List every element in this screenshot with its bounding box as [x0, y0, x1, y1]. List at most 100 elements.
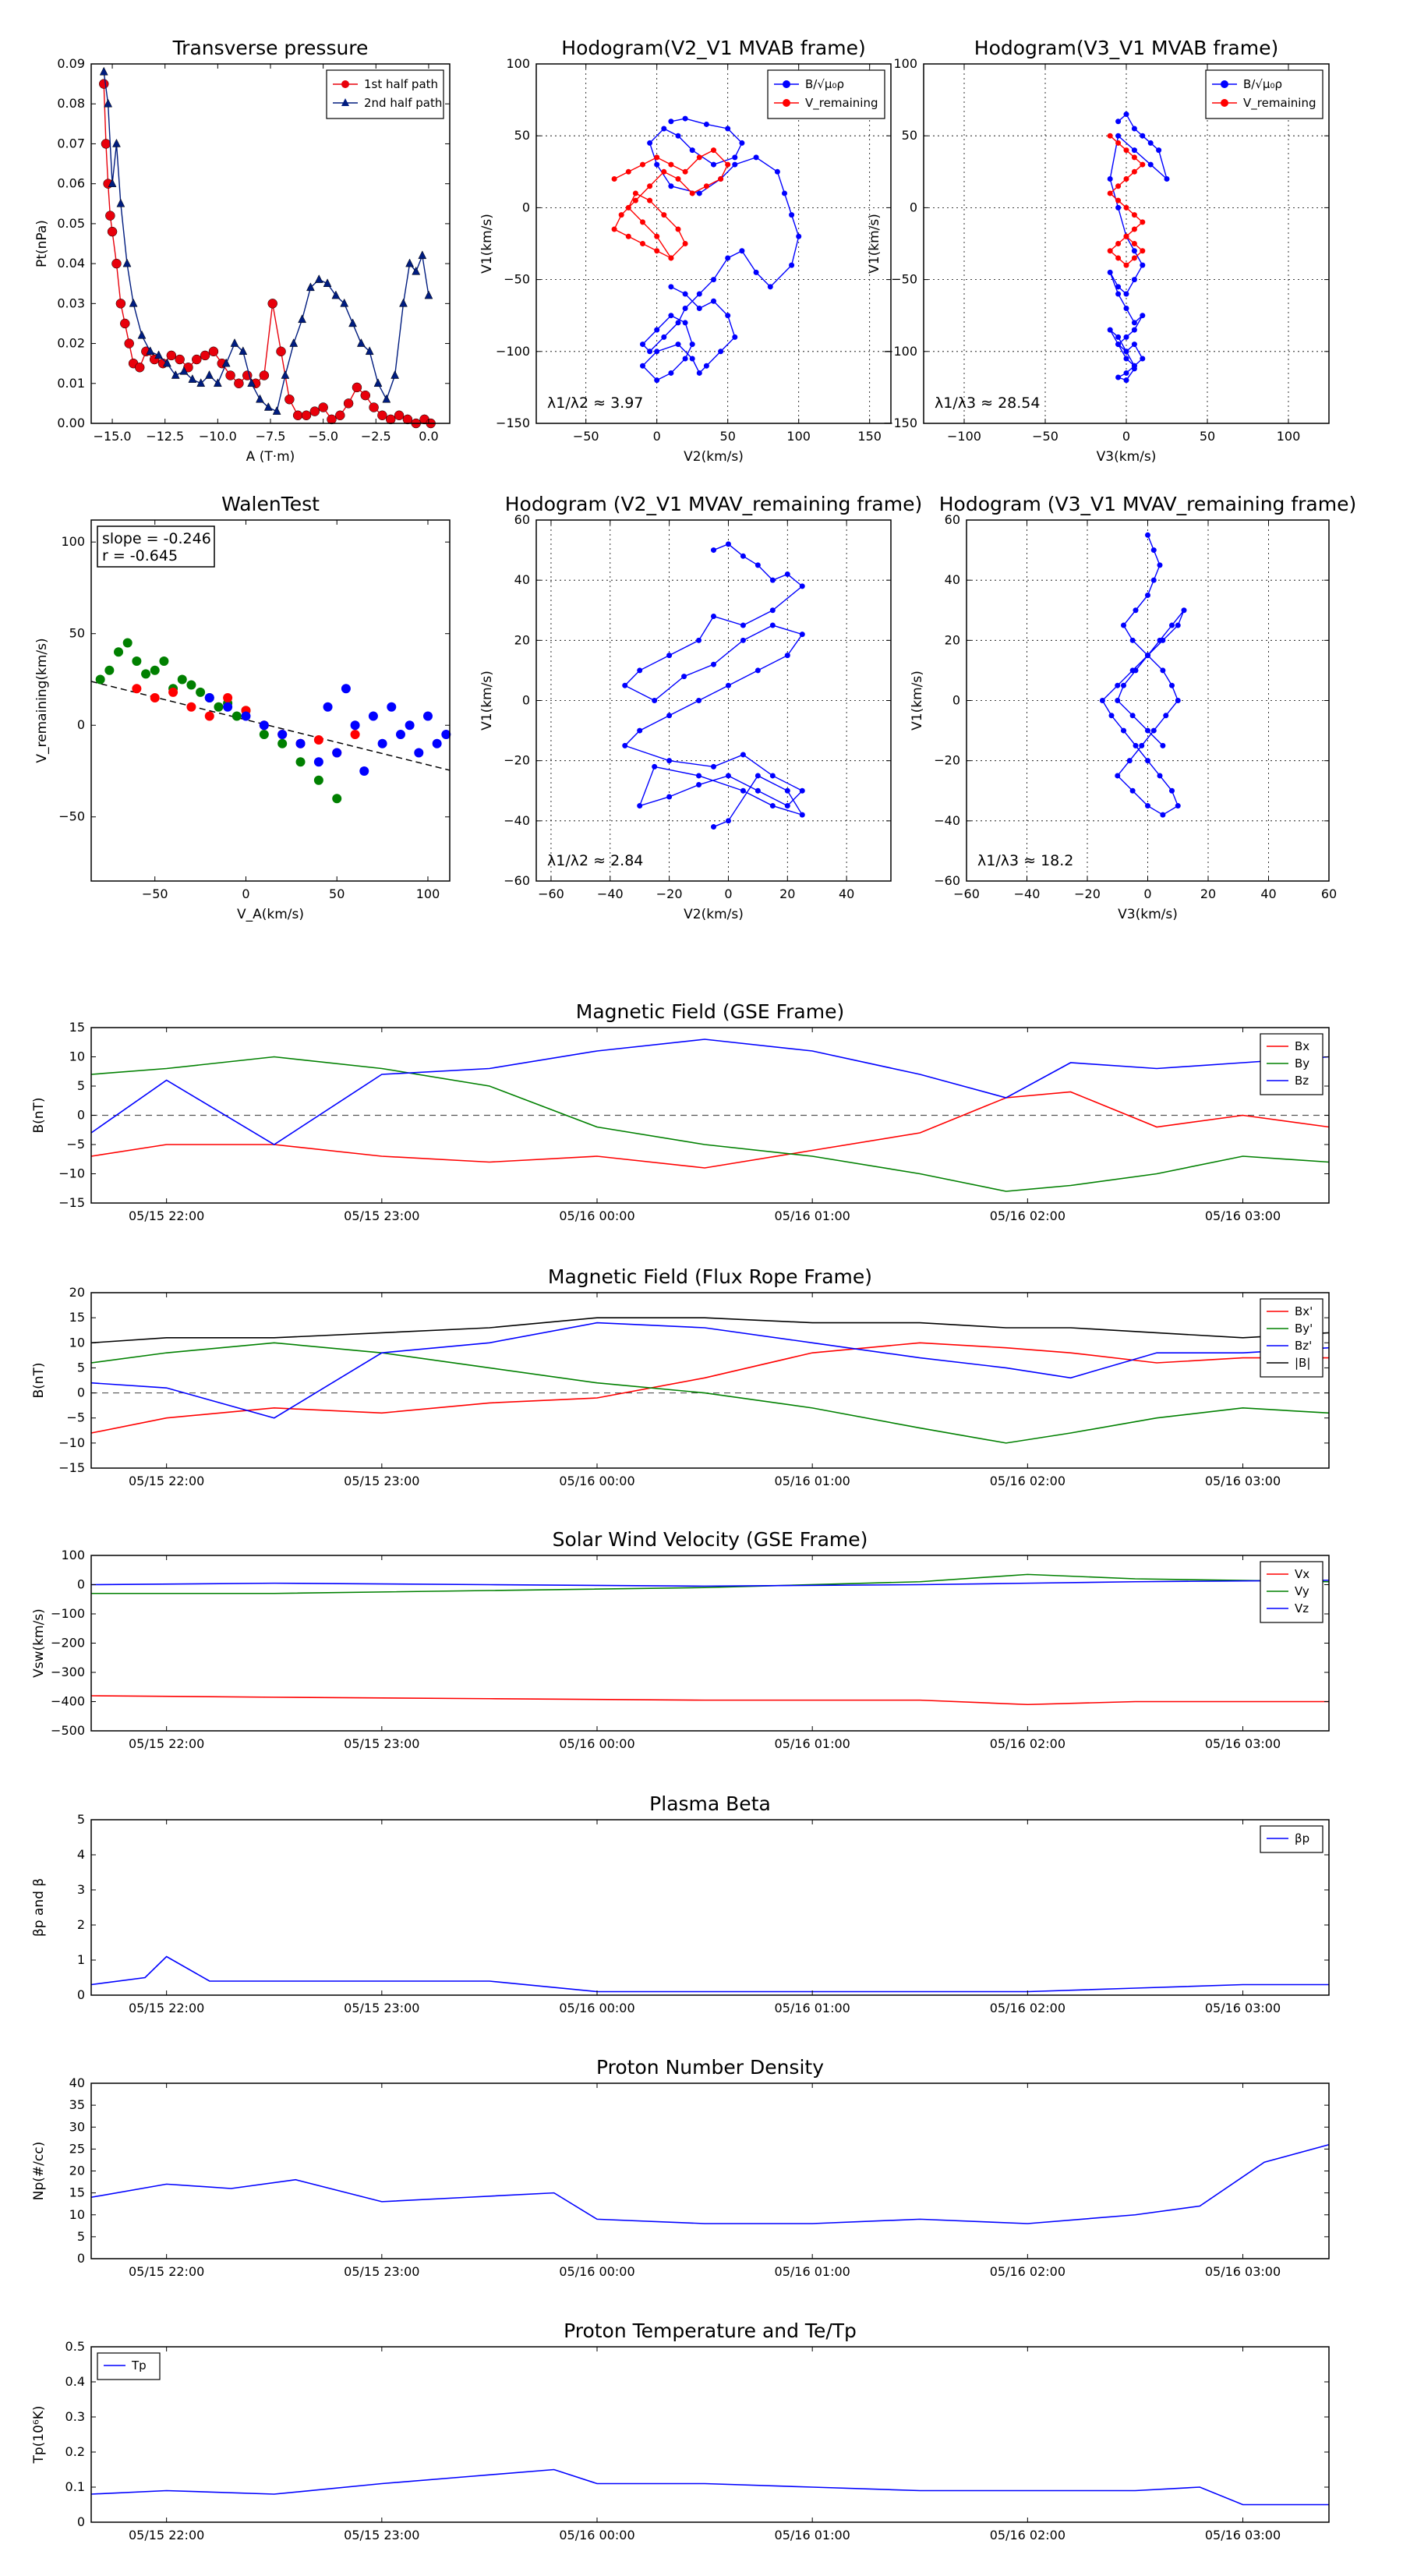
data-point: [377, 738, 387, 748]
chart-h4: −60 −40 −20 0 20 40 60−60−40−200204060Hodogram…: [910, 493, 1356, 922]
data-point: [1131, 241, 1137, 246]
y-tick-label: 10: [69, 2207, 85, 2222]
y-tick-label: 15: [69, 2185, 85, 2200]
data-point: [1131, 366, 1137, 372]
data-point: [159, 656, 169, 666]
chart-title: Magnetic Field (GSE Frame): [576, 1000, 844, 1023]
data-point: [350, 720, 360, 731]
data-point: [725, 161, 731, 168]
data-point: [1123, 356, 1129, 362]
x-tick-label: 50: [1200, 429, 1215, 444]
data-point: [1133, 667, 1139, 674]
data-point: [441, 729, 451, 739]
data-point: [263, 402, 273, 411]
series-line-|B|: [90, 1317, 1330, 1344]
data-point: [1175, 622, 1181, 628]
x-tick-label: 20: [779, 886, 795, 901]
data-point: [666, 758, 673, 764]
data-point: [755, 562, 761, 568]
y-axis-label: B(nT): [31, 1097, 47, 1133]
data-point: [654, 161, 660, 168]
y-tick-label: 0.09: [57, 56, 85, 71]
chart-h1-frame: [535, 63, 892, 424]
x-tick-label: 05/16 01:00: [775, 2001, 850, 2015]
data-point: [632, 190, 638, 196]
data-point: [1123, 291, 1129, 297]
data-point: [313, 757, 323, 767]
y-tick-label: −200: [51, 1636, 85, 1651]
y-tick-label: −100: [883, 344, 917, 359]
series-line-βp: [90, 1955, 1329, 1993]
legend-box: [97, 2352, 161, 2380]
data-point: [272, 406, 281, 415]
x-tick-label: 05/15 22:00: [129, 1736, 204, 1751]
data-point: [696, 154, 702, 161]
y-tick-label: 40: [69, 2075, 85, 2090]
y-tick-label: 2: [77, 1917, 85, 1932]
x-tick-label: 05/15 22:00: [129, 2001, 204, 2015]
chart-title: WalenTest: [221, 493, 320, 515]
legend-label: Bz: [1295, 1074, 1309, 1088]
legend-label: Bx: [1295, 1039, 1309, 1053]
legend-label: |B|: [1295, 1356, 1310, 1370]
data-point: [682, 115, 688, 122]
x-tick-label: −12.5: [146, 429, 184, 444]
legend-label: By': [1295, 1322, 1313, 1336]
data-point: [200, 350, 210, 361]
data-point: [1121, 622, 1126, 628]
y-tick-label: −150: [883, 416, 917, 430]
data-point: [1133, 742, 1139, 748]
y-tick-label: 0.00: [57, 416, 85, 430]
y-tick-label: 0: [910, 200, 917, 214]
annotation-text: r = -0.645: [102, 547, 178, 564]
y-tick-label: 0.2: [65, 2444, 85, 2459]
data-point: [647, 197, 653, 203]
x-tick-label: 05/15 22:00: [129, 2264, 204, 2279]
annotation-box: [97, 525, 215, 568]
data-point: [740, 637, 746, 643]
data-point: [1107, 248, 1113, 254]
chart-wt: −50 0 50 100 −50 0 50 100 WalenTest V_A(km/s) V_re…: [34, 493, 451, 922]
data-point: [129, 298, 138, 307]
data-point: [104, 98, 113, 108]
data-point: [1140, 248, 1146, 254]
x-tick-label: −50: [1032, 429, 1058, 444]
data-point: [105, 211, 115, 221]
series-line-Bx: [90, 1091, 1330, 1169]
data-point: [1157, 637, 1163, 643]
series-line: [103, 83, 432, 424]
data-point: [711, 661, 716, 667]
data-point: [405, 720, 415, 731]
data-point: [412, 266, 421, 275]
data-point: [1115, 133, 1122, 139]
data-point: [298, 314, 306, 324]
data-point: [622, 682, 628, 688]
series-V_remaining: [1107, 133, 1146, 268]
data-point: [395, 729, 405, 739]
y-tick-label: 100: [506, 56, 530, 71]
y-axis-label: Tp(10⁶K): [31, 2405, 47, 2464]
data-point: [1147, 140, 1154, 146]
data-point: [365, 346, 374, 356]
data-point: [1145, 758, 1150, 764]
data-point: [755, 667, 761, 674]
data-point: [711, 547, 716, 554]
series-line-By': [90, 1342, 1330, 1444]
data-point: [1169, 787, 1175, 794]
series-line-Vz: [90, 1580, 1330, 1587]
data-point: [640, 241, 645, 246]
y-tick-label: 0.1: [65, 2479, 85, 2494]
data-point: [356, 338, 366, 347]
y-tick-label: 50: [514, 128, 530, 143]
data-point: [369, 402, 379, 412]
data-point: [654, 248, 660, 254]
data-point: [111, 258, 122, 269]
data-point: [784, 571, 790, 577]
data-point: [368, 711, 378, 721]
data-point: [318, 402, 328, 412]
data-point: [1107, 176, 1113, 182]
x-tick-label: 05/15 23:00: [344, 2264, 419, 2279]
x-tick-label: 05/16 02:00: [990, 2001, 1066, 2015]
data-point: [166, 350, 177, 361]
data-point: [1160, 742, 1166, 748]
